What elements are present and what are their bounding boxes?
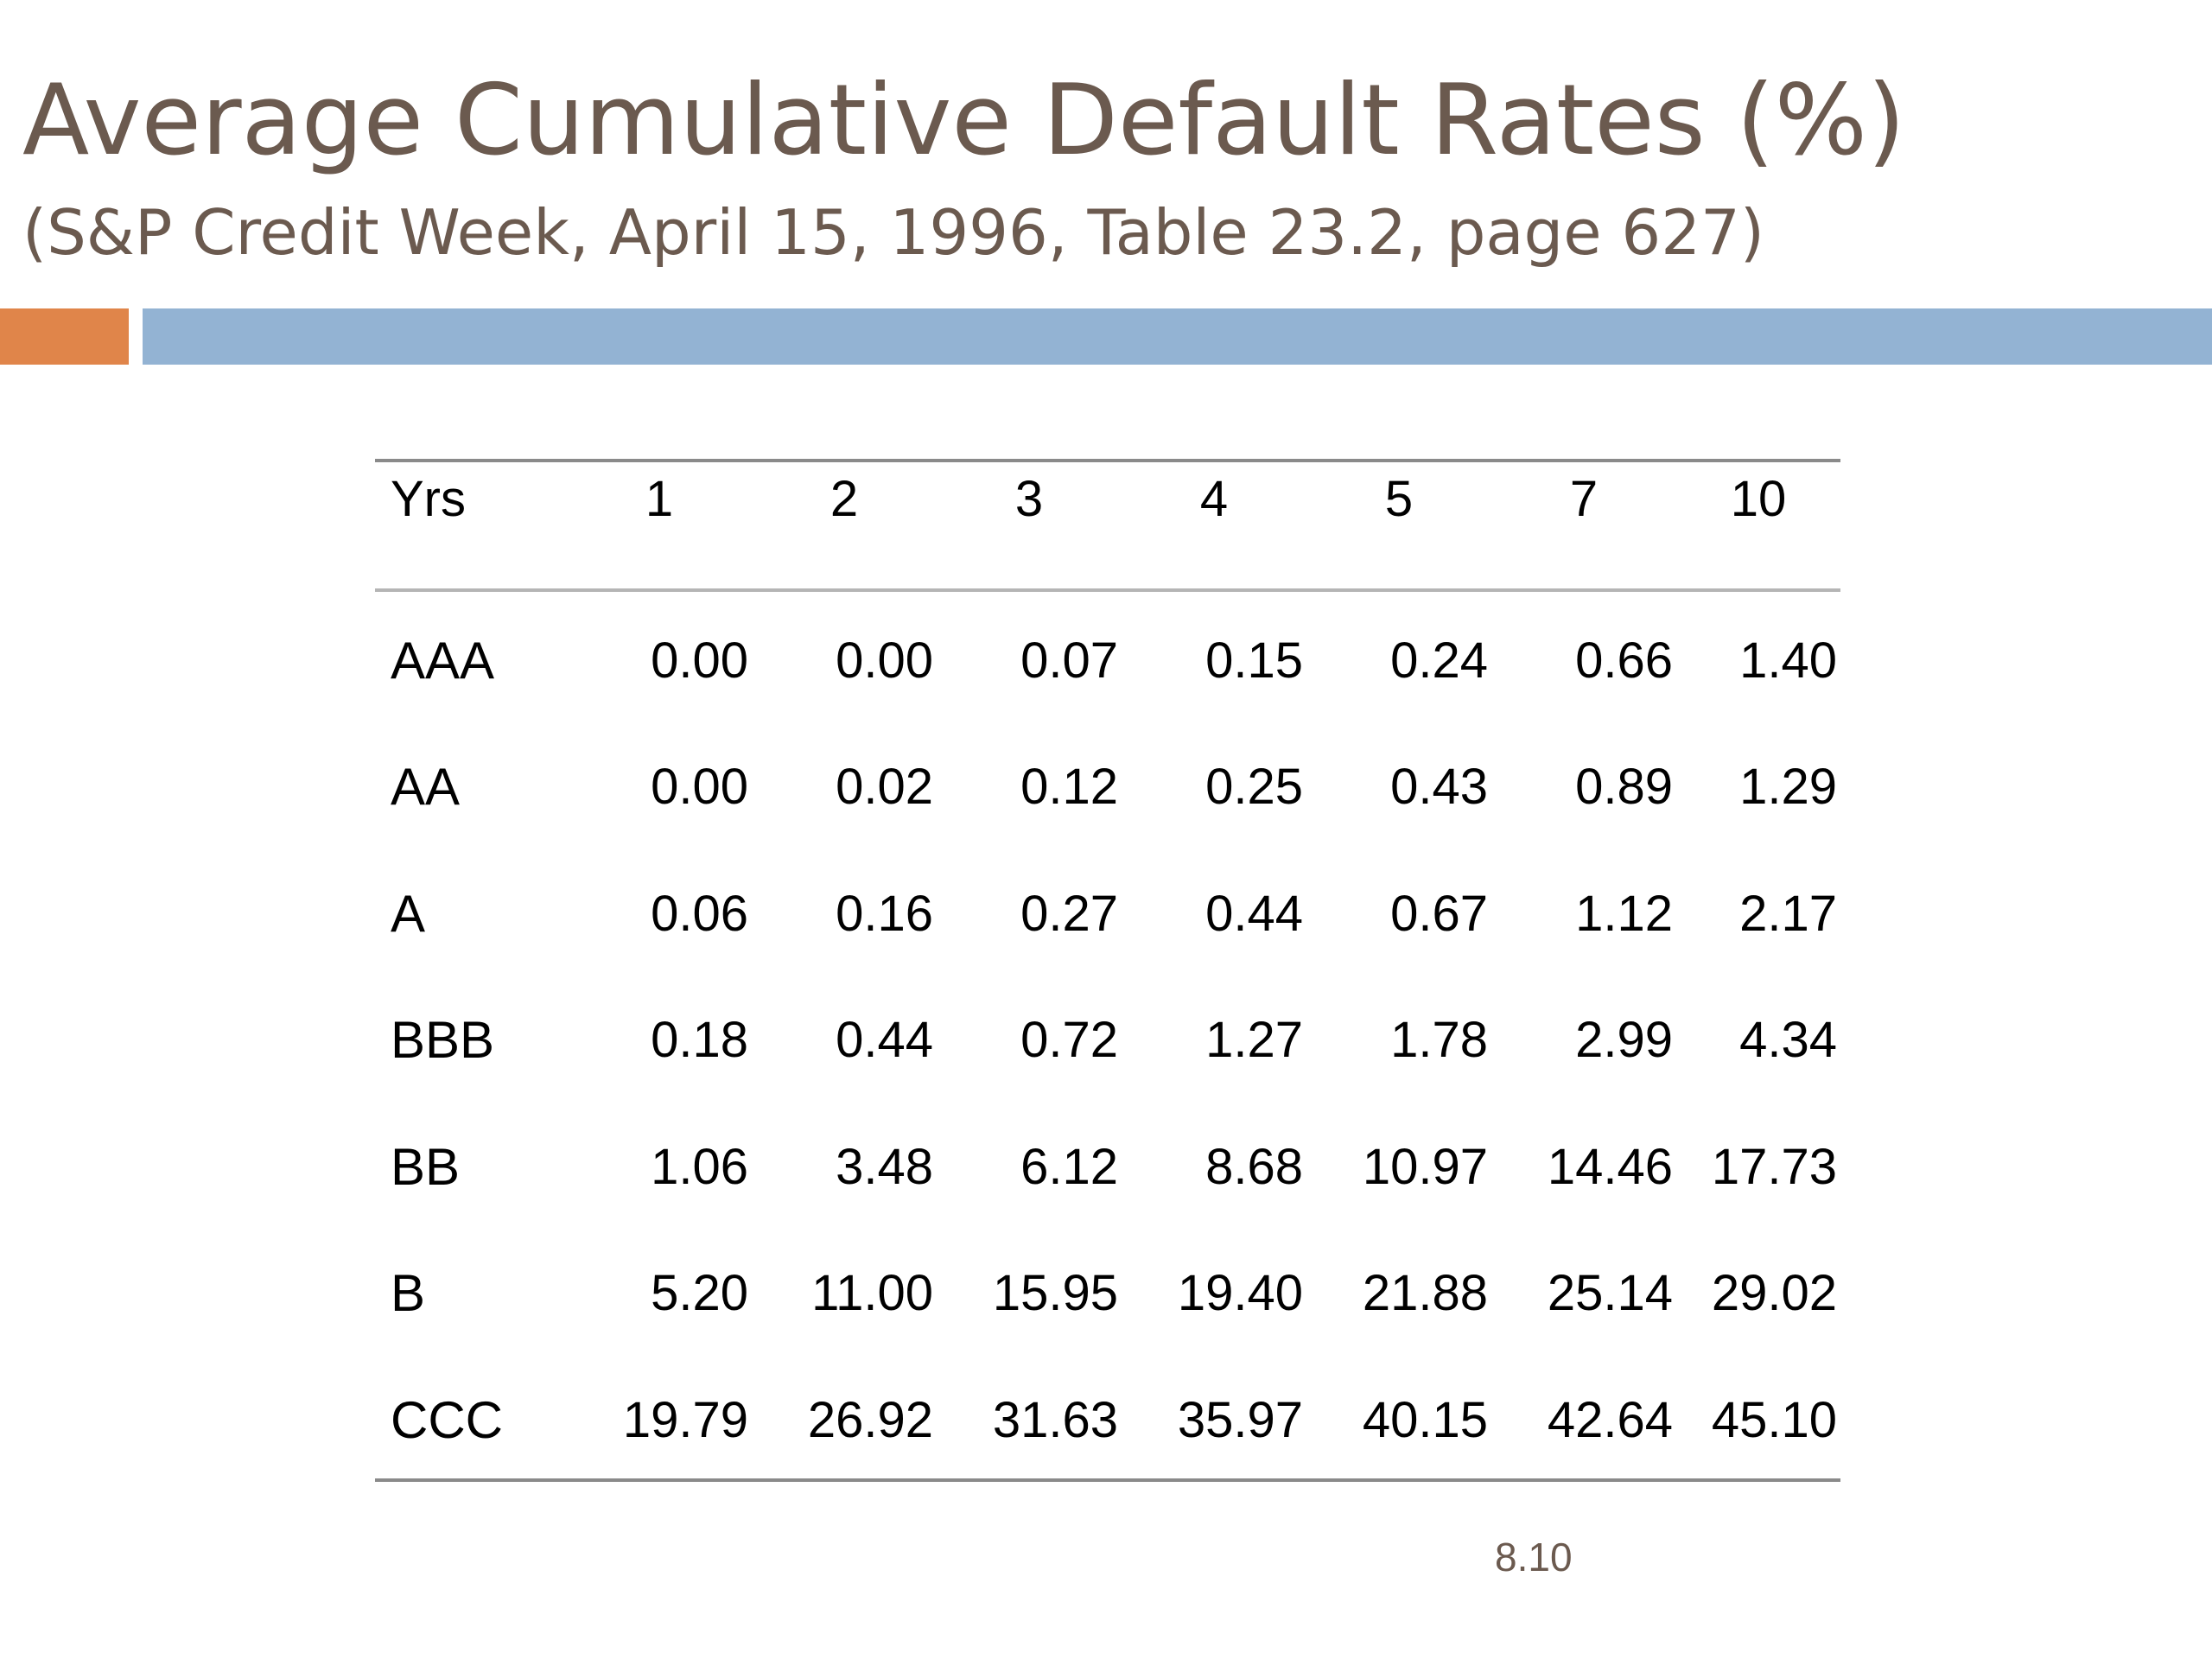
- table-row: BBB 0.18 0.44 0.72 1.27 1.78 2.99 4.34: [375, 977, 1840, 1104]
- rating-label: AA: [391, 758, 461, 817]
- table-row: B 5.20 11.00 15.95 19.40 21.88 25.14 29.02: [375, 1230, 1840, 1357]
- default-rate-cell: 1.40: [1739, 632, 1837, 689]
- rating-label: BB: [391, 1137, 461, 1196]
- default-rate-cell: 0.43: [1390, 759, 1488, 816]
- table-row: A 0.06 0.16 0.27 0.44 0.67 1.12 2.17: [375, 850, 1840, 977]
- default-rate-cell: 0.07: [1020, 632, 1118, 689]
- column-header-years-label: Yrs: [391, 471, 466, 527]
- default-rate-cell: 0.06: [651, 885, 748, 942]
- default-rate-cell: 0.24: [1390, 632, 1488, 689]
- default-rate-cell: 1.12: [1575, 885, 1673, 942]
- default-rate-cell: 5.20: [651, 1265, 748, 1322]
- default-rate-cell: 1.78: [1390, 1012, 1488, 1069]
- default-rate-cell: 0.89: [1575, 759, 1673, 816]
- default-rate-cell: 0.44: [1205, 885, 1303, 942]
- default-rate-cell: 1.27: [1205, 1012, 1303, 1069]
- default-rate-cell: 8.68: [1205, 1138, 1303, 1195]
- rating-label: B: [391, 1264, 426, 1323]
- default-rate-cell: 2.99: [1575, 1012, 1673, 1069]
- rating-label: A: [391, 884, 426, 943]
- column-header-year: 10: [1730, 471, 1787, 527]
- title-divider-bar: [143, 308, 2212, 365]
- default-rate-cell: 35.97: [1177, 1391, 1303, 1448]
- accent-bar: [0, 308, 129, 365]
- default-rate-cell: 1.06: [651, 1138, 748, 1195]
- default-rate-cell: 0.67: [1390, 885, 1488, 942]
- page-number: 8.10: [1495, 1535, 1573, 1580]
- table-header-row: Yrs 1 2 3 4 5 7 10: [375, 463, 1840, 597]
- rating-label: CCC: [391, 1390, 503, 1449]
- slide-subtitle: (S&P Credit Week, April 15, 1996, Table …: [22, 196, 1764, 269]
- default-rate-cell: 29.02: [1711, 1265, 1837, 1322]
- default-rate-cell: 0.44: [836, 1012, 933, 1069]
- default-rate-cell: 0.27: [1020, 885, 1118, 942]
- default-rate-cell: 0.00: [651, 759, 748, 816]
- default-rate-cell: 1.29: [1739, 759, 1837, 816]
- default-rate-cell: 45.10: [1711, 1391, 1837, 1448]
- table-top-rule: [375, 459, 1840, 462]
- default-rate-cell: 14.46: [1547, 1138, 1673, 1195]
- column-header-year: 2: [830, 471, 859, 527]
- table-row: AA 0.00 0.02 0.12 0.25 0.43 0.89 1.29: [375, 724, 1840, 851]
- table-row: CCC 19.79 26.92 31.63 35.97 40.15 42.64 45.10: [375, 1357, 1840, 1484]
- default-rate-cell: 0.18: [651, 1012, 748, 1069]
- default-rate-cell: 15.95: [992, 1265, 1118, 1322]
- default-rate-cell: 0.66: [1575, 632, 1673, 689]
- default-rate-cell: 3.48: [836, 1138, 933, 1195]
- rating-label: BBB: [391, 1011, 495, 1070]
- default-rates-table: Yrs 1 2 3 4 5 7 10 AAA 0.00 0.00 0.07 0.15 0.…: [375, 463, 1840, 1484]
- default-rate-cell: 0.15: [1205, 632, 1303, 689]
- column-header-year: 7: [1569, 471, 1599, 527]
- default-rate-cell: 19.40: [1177, 1265, 1303, 1322]
- default-rate-cell: 11.00: [811, 1265, 933, 1322]
- default-rate-cell: 6.12: [1020, 1138, 1118, 1195]
- default-rate-cell: 19.79: [622, 1391, 748, 1448]
- column-header-year: 3: [1014, 471, 1044, 527]
- default-rate-cell: 0.00: [651, 632, 748, 689]
- default-rate-cell: 0.12: [1020, 759, 1118, 816]
- default-rate-cell: 4.34: [1739, 1012, 1837, 1069]
- default-rate-cell: 26.92: [807, 1391, 933, 1448]
- column-header-year: 1: [645, 471, 674, 527]
- default-rate-cell: 31.63: [992, 1391, 1118, 1448]
- table-header-rule: [375, 588, 1840, 592]
- column-header-year: 5: [1384, 471, 1414, 527]
- default-rate-cell: 40.15: [1362, 1391, 1488, 1448]
- column-header-year: 4: [1199, 471, 1229, 527]
- default-rate-cell: 0.16: [836, 885, 933, 942]
- default-rate-cell: 42.64: [1547, 1391, 1673, 1448]
- table-row: AAA 0.00 0.00 0.07 0.15 0.24 0.66 1.40: [375, 597, 1840, 724]
- table-row: BB 1.06 3.48 6.12 8.68 10.97 14.46 17.73: [375, 1103, 1840, 1230]
- default-rate-cell: 0.02: [836, 759, 933, 816]
- table-bottom-rule: [375, 1478, 1840, 1482]
- default-rate-cell: 0.25: [1205, 759, 1303, 816]
- slide-title: Average Cumulative Default Rates (%): [22, 63, 1906, 177]
- default-rate-cell: 0.00: [836, 632, 933, 689]
- default-rate-cell: 17.73: [1711, 1138, 1837, 1195]
- default-rate-cell: 10.97: [1362, 1138, 1488, 1195]
- default-rate-cell: 25.14: [1547, 1265, 1673, 1322]
- default-rate-cell: 2.17: [1739, 885, 1837, 942]
- default-rate-cell: 21.88: [1362, 1265, 1488, 1322]
- rating-label: AAA: [391, 631, 495, 690]
- default-rate-cell: 0.72: [1020, 1012, 1118, 1069]
